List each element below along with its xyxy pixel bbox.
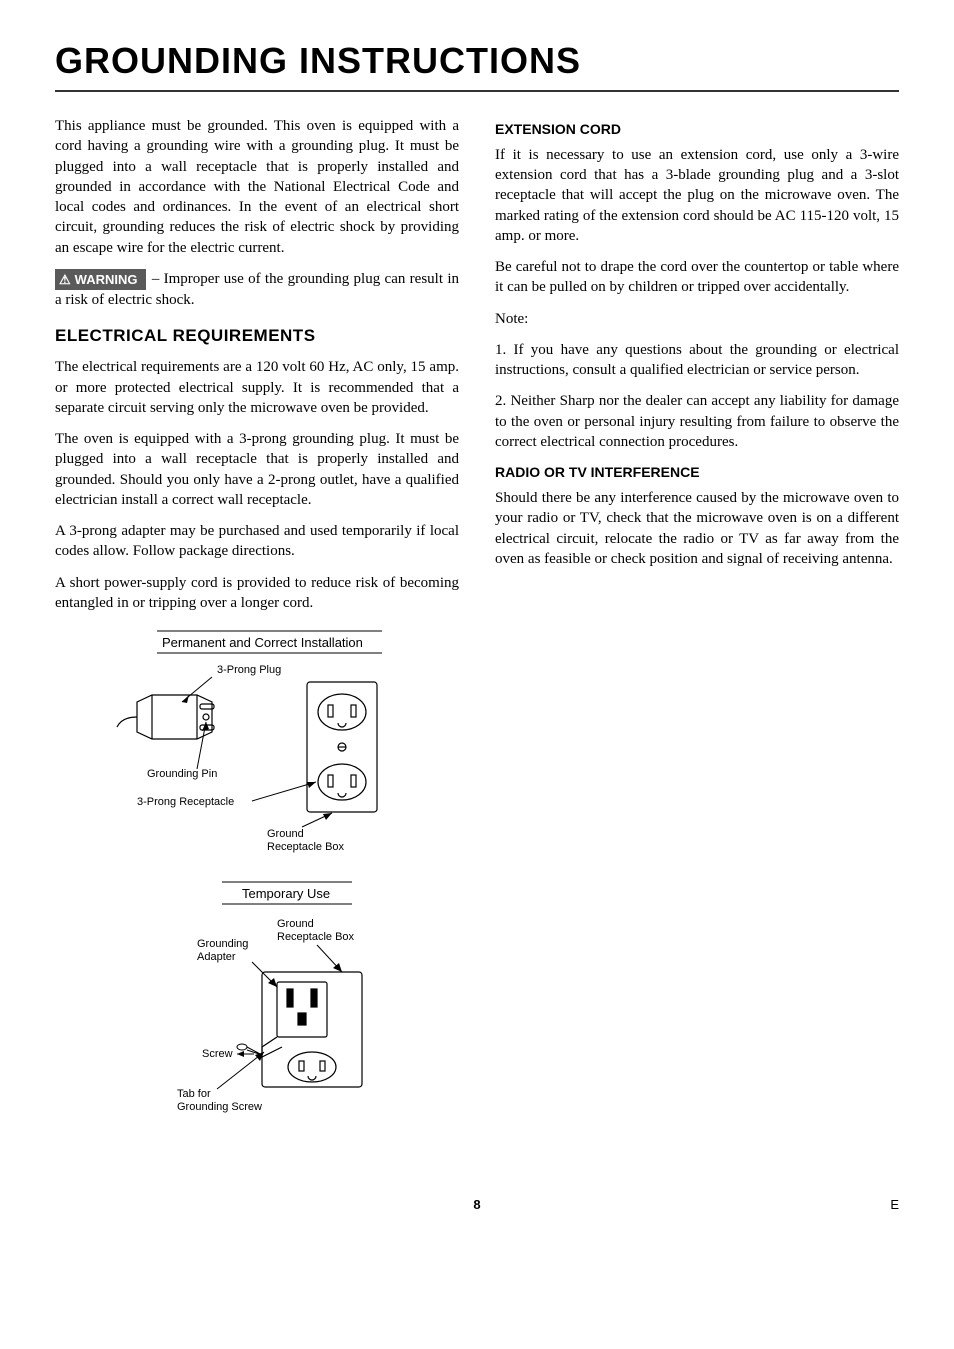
radio-tv-heading: RADIO OR TV INTERFERENCE [495, 463, 899, 482]
label-tab: Tab for [177, 1088, 211, 1100]
label-ground: Ground [267, 828, 304, 840]
elec-p2: The oven is equipped with a 3-prong grou… [55, 429, 459, 510]
note-1: 1. If you have any questions about the g… [495, 340, 899, 381]
page-number: 8 [75, 1197, 879, 1212]
two-column-layout: This appliance must be grounded. This ov… [55, 116, 899, 1137]
extension-cord-heading: EXTENSION CORD [495, 120, 899, 139]
warning-badge: WARNING [55, 269, 146, 291]
plug-icon [117, 695, 214, 739]
note-label: Note: [495, 309, 899, 329]
left-column: This appliance must be grounded. This ov… [55, 116, 459, 1137]
intro-paragraph: This appliance must be grounded. This ov… [55, 116, 459, 258]
warning-paragraph: WARNING – Improper use of the grounding … [55, 269, 459, 311]
elec-p4: A short power-supply cord is provided to… [55, 573, 459, 614]
elec-p3: A 3-prong adapter may be purchased and u… [55, 521, 459, 562]
label-screw: Screw [202, 1048, 233, 1060]
elec-p1: The electrical requirements are a 120 vo… [55, 357, 459, 418]
receptacle-box-icon [307, 682, 377, 812]
radio-p: Should there be any interference caused … [495, 488, 899, 569]
right-column: EXTENSION CORD If it is necessary to use… [495, 116, 899, 1137]
label-adapter: Adapter [197, 951, 236, 963]
ext-p1: If it is necessary to use an extension c… [495, 145, 899, 246]
electrical-requirements-heading: ELECTRICAL REQUIREMENTS [55, 325, 459, 348]
adapter-box-icon [262, 972, 362, 1087]
installation-diagram: Permanent and Correct Installation 3-Pro… [102, 627, 412, 1137]
label-tab2: Grounding Screw [177, 1101, 262, 1113]
label-grounding-pin: Grounding Pin [147, 768, 217, 780]
label-grounding-adapter: Grounding [197, 938, 248, 950]
revision-code: E [879, 1197, 899, 1212]
perm-title: Permanent and Correct Installation [162, 635, 363, 650]
diagram-container: Permanent and Correct Installation 3-Pro… [55, 627, 459, 1137]
page-title: GROUNDING INSTRUCTIONS [55, 40, 899, 92]
label-receptacle-box-2: Receptacle Box [277, 931, 355, 943]
ext-p2: Be careful not to drape the cord over th… [495, 257, 899, 298]
page-footer: 8 E [55, 1197, 899, 1212]
label-3prong-receptacle: 3-Prong Receptacle [137, 796, 234, 808]
label-ground-2: Ground [277, 918, 314, 930]
note-2: 2. Neither Sharp nor the dealer can acce… [495, 391, 899, 452]
temp-title: Temporary Use [242, 886, 330, 901]
label-3prong-plug: 3-Prong Plug [217, 664, 281, 676]
label-receptacle-box: Receptacle Box [267, 841, 345, 853]
